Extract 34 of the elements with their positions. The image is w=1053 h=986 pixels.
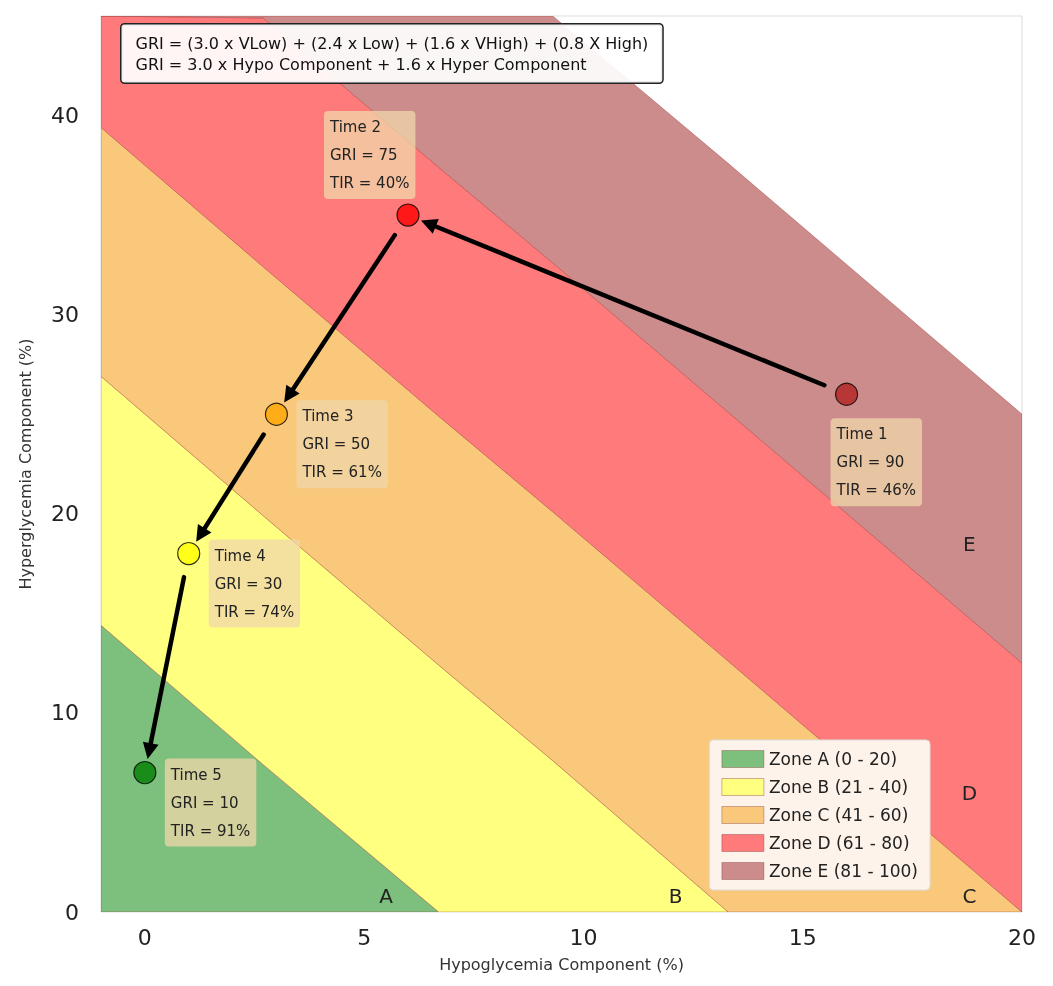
annotation: E (963, 531, 976, 556)
annotation: Time 3 GRI = 50 TIR = 61% (301, 407, 382, 482)
annotation: Time 5 GRI = 10 TIR = 91% (169, 765, 251, 840)
legend-label: Zone D (61 - 80) (768, 833, 910, 853)
annotation: Time 2 GRI = 75 TIR = 40% (329, 118, 410, 193)
x-axis-title: Hypoglycemia Component (%) (439, 954, 684, 974)
x-tick-label: 15 (788, 924, 817, 950)
annotation: C (962, 884, 977, 909)
y-axis-title: Hyperglycemia Component (%) (15, 338, 35, 590)
y-tick-label: 20 (51, 501, 79, 527)
y-tick-label: 10 (51, 700, 79, 726)
annotation: D (961, 780, 978, 805)
annotation: GRI = (3.0 x VLow) + (2.4 x Low) + (1.6 x VHigh) + (0.8 X High) (135, 33, 649, 53)
x-tick-label: 5 (357, 924, 372, 950)
point (396, 203, 420, 227)
legend-label: Zone C (41 - 60) (768, 805, 909, 825)
annotation: Time 4 GRI = 30 TIR = 74% (213, 546, 295, 621)
legend-label: Zone A (0 - 20) (768, 749, 898, 769)
annotation: A (379, 884, 394, 909)
legend-label: Zone B (21 - 40) (768, 777, 909, 797)
y-tick-label: 40 (51, 103, 79, 129)
point (264, 402, 289, 426)
legend-label: Zone E (81 - 100) (768, 861, 919, 881)
y-tick-label: 0 (65, 899, 79, 925)
point (133, 761, 157, 785)
x-tick-label: 20 (1008, 924, 1036, 950)
annotation: GRI = 3.0 x Hypo Component + 1.6 x Hyper Component (135, 54, 587, 74)
point (834, 382, 859, 406)
y-tick-label: 30 (51, 302, 79, 328)
x-tick-label: 10 (569, 924, 598, 950)
annotation: B (668, 884, 683, 909)
point (177, 542, 201, 566)
x-tick-label: 0 (137, 924, 152, 950)
annotation: Time 1 GRI = 90 TIR = 46% (835, 425, 917, 500)
